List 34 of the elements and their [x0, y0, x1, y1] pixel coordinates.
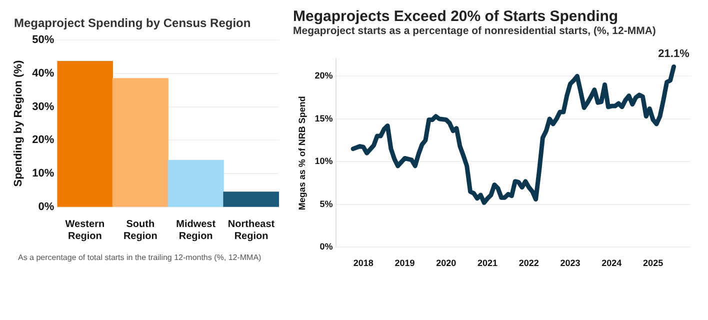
- bar: [57, 61, 113, 207]
- x-tick-label: Western Region: [65, 218, 105, 242]
- chart-title: Megaprojects Exceed 20% of Starts Spending: [293, 8, 620, 25]
- x-tick-label: 2020: [436, 258, 456, 268]
- x-tick-label: 2022: [518, 258, 539, 268]
- x-tick-label: 2021: [478, 258, 498, 268]
- x-tick-label: South Region: [123, 218, 158, 242]
- y-axis-title: Spending by Region (%): [12, 60, 25, 187]
- chart-subtitle: Megaproject starts as a percentage of nonresidential starts, (%, 12-MMA): [293, 25, 657, 37]
- y-tick-label: 5%: [320, 198, 333, 209]
- y-tick-label: 10%: [314, 156, 333, 166]
- x-tick-label: 2018: [353, 258, 374, 268]
- x-tick-label: 2025: [643, 258, 664, 268]
- x-tick-label: 2024: [602, 258, 622, 268]
- x-tick-label: 2023: [560, 258, 580, 268]
- x-tick-label: Northeast Region: [228, 218, 276, 242]
- bar: [112, 78, 168, 207]
- y-tick-label: 0%: [320, 242, 333, 252]
- y-tick-label: 10%: [32, 168, 54, 180]
- y-tick-label: 20%: [314, 70, 333, 81]
- chart-title: Megaproject Spending by Census Region: [13, 16, 252, 30]
- x-tick-label: Midwest Region: [176, 218, 216, 242]
- text: As a percentage of total starts in the trailing 12-months (%, 12-MMA): [17, 253, 262, 262]
- bar: [168, 160, 224, 207]
- y-tick-label: 15%: [314, 113, 333, 124]
- y-tick-label: 40%: [32, 67, 54, 80]
- bar: [223, 192, 279, 207]
- y-tick-label: 0%: [38, 201, 54, 214]
- y-tick-label: 20%: [32, 134, 54, 146]
- x-tick-label: 2019: [394, 258, 415, 268]
- y-tick-label: 50%: [32, 34, 54, 46]
- y-axis-title: Megas as % of NRB Spend: [296, 96, 307, 210]
- y-tick-label: 30%: [32, 100, 54, 113]
- annotation: 21.1%: [658, 48, 690, 60]
